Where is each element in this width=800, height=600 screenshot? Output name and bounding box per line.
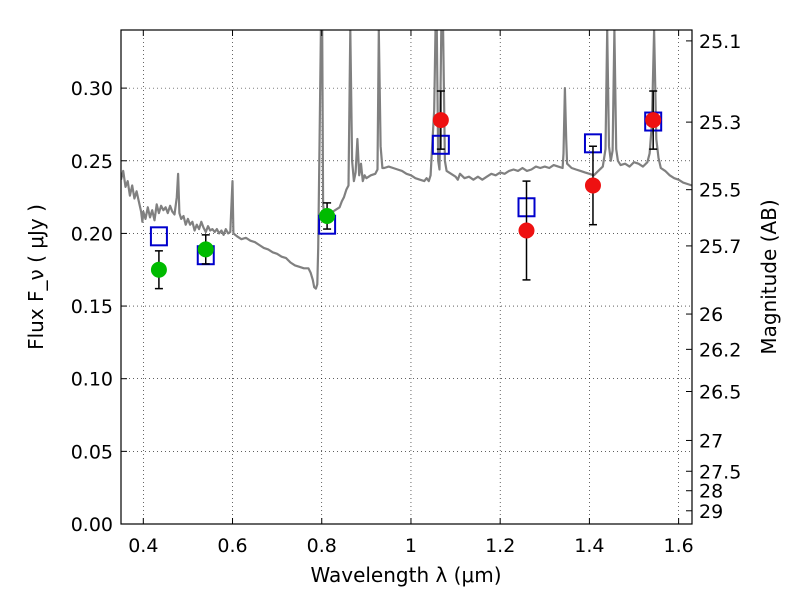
x-tick-label: 1.4	[574, 535, 604, 557]
magnitude-tick-label: 27.5	[699, 461, 741, 483]
magnitude-tick-label: 27	[699, 430, 723, 452]
x-tick-label: 1.2	[485, 535, 515, 557]
y-tick-label: 0.30	[71, 78, 113, 100]
y-tick-label: 0.05	[71, 441, 113, 463]
magnitude-tick-label: 25.3	[699, 112, 741, 134]
plot-frame	[120, 29, 693, 525]
magnitude-tick-label: 25.1	[699, 31, 741, 53]
magnitude-tick-label: 26.5	[699, 381, 741, 403]
observed-flux-point	[518, 222, 535, 239]
y-axis-right-label: Magnitude (AB)	[757, 199, 781, 354]
x-axis-label: Wavelength λ (μm)	[310, 563, 501, 587]
axis-tick-labels: 0.4 0.6 0.8 1 1.2 1.4 1.6 0.00 0.05 0.10 0.15 0.20 0…	[71, 31, 742, 557]
y-tick-label: 0.20	[71, 223, 113, 245]
observed-flux-point	[319, 207, 336, 224]
x-tick-label: 0.4	[128, 535, 158, 557]
plot-series	[121, 30, 692, 290]
magnitude-tick-label: 25.7	[699, 236, 741, 258]
y-tick-label: 0.10	[71, 369, 113, 391]
y-tick-label: 0.25	[71, 151, 113, 173]
observed-flux-point	[584, 177, 601, 194]
y-tick-label: 0.00	[71, 514, 113, 536]
x-tick-label: 0.6	[217, 535, 247, 557]
observed-flux-point	[432, 112, 449, 129]
y-tick-label: 0.15	[71, 296, 113, 318]
magnitude-tick-label: 29	[699, 501, 723, 523]
x-tick-label: 0.8	[307, 535, 337, 557]
observed-flux-point	[197, 241, 214, 258]
magnitude-tick-label: 26.2	[699, 339, 741, 361]
axis-ticks	[121, 30, 692, 525]
magnitude-tick-label: 25.5	[699, 180, 741, 202]
magnitude-tick-label: 26	[699, 304, 723, 326]
observed-flux-point	[645, 112, 662, 129]
observed-flux-point	[150, 261, 167, 278]
model-flux-square	[149, 226, 168, 247]
magnitude-tick-label: 28	[699, 481, 723, 503]
x-tick-label: 1	[405, 535, 417, 557]
x-tick-label: 1.6	[664, 535, 694, 557]
model-spectrum-line	[121, 30, 692, 290]
y-axis-label: Flux F_ν ( μJy )	[24, 204, 48, 350]
